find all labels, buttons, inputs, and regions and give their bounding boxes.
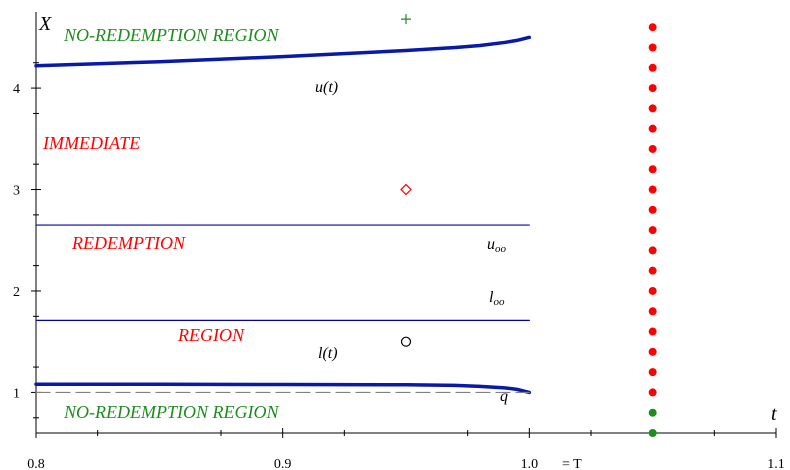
green-dot — [648, 408, 657, 417]
y-axis-label: X — [38, 13, 52, 35]
x-tick-suffix: = T — [562, 457, 582, 470]
red-dot — [648, 165, 657, 174]
u-oo-base: u — [487, 236, 495, 253]
l-curve — [34, 382, 532, 395]
plus-marker — [401, 14, 411, 25]
green-dot — [648, 429, 657, 437]
series-layer — [34, 35, 532, 395]
x-tick-label: 0.8 — [27, 457, 45, 470]
circle-marker — [400, 336, 412, 347]
marker-layer — [400, 14, 412, 347]
x-tick-label: 0.9 — [274, 457, 292, 470]
l-oo-label: loo — [489, 289, 505, 308]
red-dot — [648, 368, 657, 377]
y-tick-label: 3 — [13, 184, 20, 199]
x-axis-label: t — [771, 403, 777, 425]
x-ticks: 0.8 0.9 1.0 1.1 — [27, 428, 785, 470]
q-label: q — [500, 388, 508, 405]
red-dot — [648, 307, 657, 316]
red-dot — [648, 205, 657, 214]
red-dot — [648, 23, 657, 32]
u-curve — [34, 35, 532, 68]
y-tick-label: 4 — [13, 82, 20, 97]
red-dot — [648, 226, 657, 235]
u-oo-sub: oo — [495, 243, 507, 255]
y-tick-label: 2 — [13, 285, 20, 300]
red-dot — [648, 144, 657, 153]
region-label-immediate: IMMEDIATE — [42, 133, 140, 153]
region-label-region: REGION — [177, 325, 245, 345]
x-tick-label: 1.1 — [767, 457, 785, 470]
region-label-bottom: NO-REDEMPTION REGION — [63, 402, 279, 422]
red-dot — [648, 84, 657, 93]
x-tick-label: 1.0 — [521, 457, 539, 470]
red-dot — [648, 246, 657, 255]
red-dot — [648, 63, 657, 72]
red-dot — [648, 185, 657, 194]
u-curve-label: u(t) — [315, 79, 338, 96]
y-tick-label: 1 — [13, 386, 20, 401]
l-oo-base: l — [489, 289, 494, 306]
red-dot — [648, 266, 657, 275]
l-curve-label: l(t) — [318, 345, 338, 362]
diamond-marker — [400, 183, 412, 196]
dot-layer — [648, 23, 657, 437]
red-dot — [648, 286, 657, 295]
red-dot — [648, 43, 657, 52]
red-dot — [648, 124, 657, 133]
y-ticks: 1 2 3 4 — [13, 62, 41, 419]
red-dot — [648, 388, 657, 397]
red-dot — [648, 327, 657, 336]
red-dot — [648, 104, 657, 113]
red-dot — [648, 347, 657, 356]
region-label-top: NO-REDEMPTION REGION — [63, 25, 279, 45]
l-oo-sub: oo — [493, 296, 505, 308]
region-label-redemption: REDEMPTION — [71, 233, 186, 253]
u-oo-label: uoo — [487, 236, 507, 255]
